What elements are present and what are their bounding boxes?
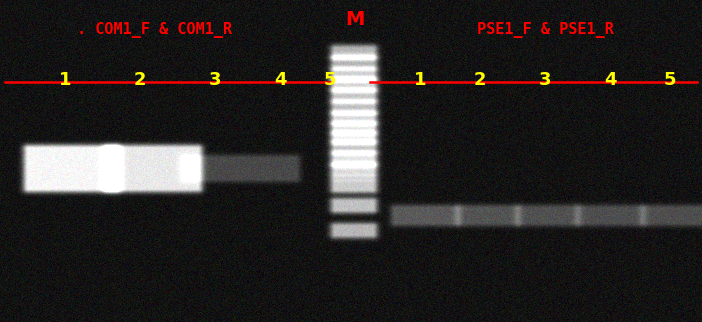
Text: 1: 1 (59, 71, 71, 89)
Text: M: M (345, 10, 364, 29)
Text: 2: 2 (134, 71, 146, 89)
Text: 4: 4 (604, 71, 616, 89)
Text: 3: 3 (538, 71, 551, 89)
Text: 5: 5 (664, 71, 676, 89)
Text: 4: 4 (274, 71, 286, 89)
Text: 5: 5 (324, 71, 336, 89)
Text: . COM1_F & COM1_R: . COM1_F & COM1_R (77, 22, 232, 38)
Text: PSE1_F & PSE1_R: PSE1_F & PSE1_R (477, 22, 614, 38)
Text: 1: 1 (413, 71, 426, 89)
Text: 3: 3 (208, 71, 221, 89)
Text: 2: 2 (474, 71, 486, 89)
